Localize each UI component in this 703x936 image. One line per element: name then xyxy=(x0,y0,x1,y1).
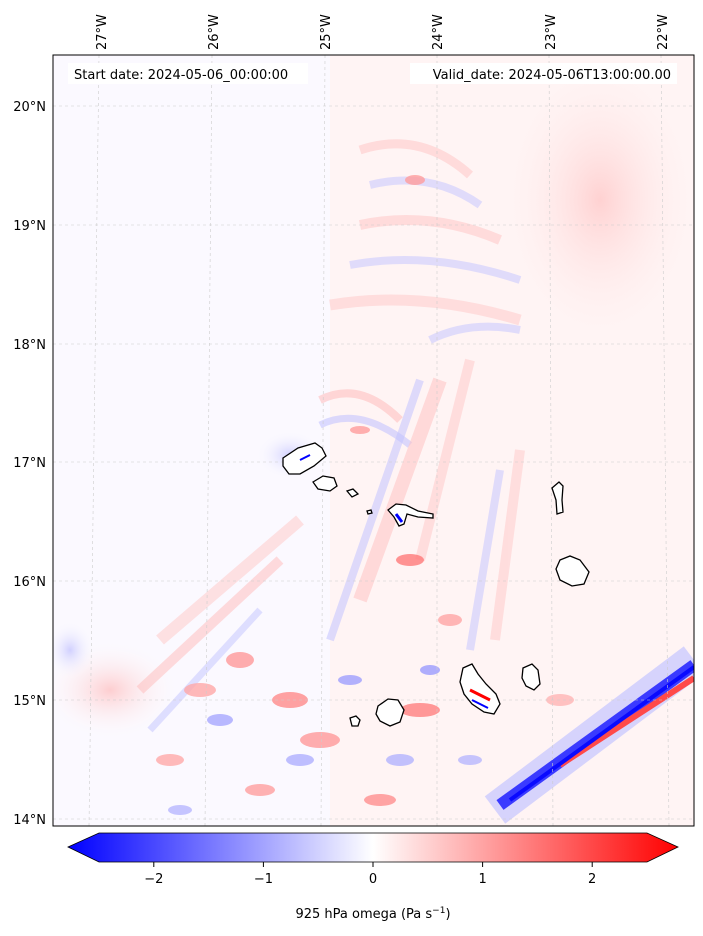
lat-label: 16°N xyxy=(13,575,46,590)
map-panel: 27°W 26°W 25°W 24°W 23°W 22°W 20°N 19°N … xyxy=(13,14,695,828)
lat-labels: 20°N 19°N 18°N 17°N 16°N 15°N 14°N xyxy=(13,100,46,828)
colorbar-body xyxy=(67,832,679,863)
lon-label: 26°W xyxy=(207,14,222,50)
lon-label: 23°W xyxy=(544,14,559,50)
lon-label: 22°W xyxy=(656,14,671,50)
lat-label: 15°N xyxy=(13,694,46,709)
lat-label: 19°N xyxy=(13,219,46,234)
island-sao-vicente xyxy=(312,475,338,492)
lat-label: 14°N xyxy=(13,813,46,828)
colorbar-tick-label: 1 xyxy=(478,872,486,887)
start-date-label: Start date: 2024-05-06_00:00:00 xyxy=(74,68,288,83)
colorbar-tick-label: −2 xyxy=(144,872,163,887)
island-maio xyxy=(521,663,541,691)
island-raso xyxy=(366,509,373,515)
lon-labels: 27°W 26°W 25°W 24°W 23°W 22°W xyxy=(95,14,671,50)
map-frame xyxy=(52,54,695,827)
lon-label: 25°W xyxy=(319,14,334,50)
island-boa-vista xyxy=(555,555,590,587)
island-brava xyxy=(349,715,361,727)
island-santa-luzia xyxy=(345,488,360,498)
colorbar-tick-label: 2 xyxy=(588,872,596,887)
island-sal xyxy=(551,481,564,515)
island-fogo xyxy=(375,698,405,727)
island-santiago xyxy=(459,663,501,715)
graticule xyxy=(53,54,694,827)
start-date-box xyxy=(68,63,308,84)
colorbar-tick-label: −1 xyxy=(254,872,273,887)
lat-label: 20°N xyxy=(13,100,46,115)
valid-date-box xyxy=(410,63,677,84)
valid-date-label: Valid_date: 2024-05-06T13:00:00.00 xyxy=(433,68,671,83)
colorbar: −2 −1 0 1 2 925 hPa omega (Pa s−1) xyxy=(67,832,679,922)
colorbar-label: 925 hPa omega (Pa s−1) xyxy=(295,906,450,922)
lon-label: 24°W xyxy=(431,14,446,50)
lat-label: 17°N xyxy=(13,456,46,471)
lon-label: 27°W xyxy=(95,14,110,50)
lat-label: 18°N xyxy=(13,338,46,353)
colorbar-tick-label: 0 xyxy=(369,872,377,887)
colorbar-ticks: −2 −1 0 1 2 xyxy=(144,862,596,887)
